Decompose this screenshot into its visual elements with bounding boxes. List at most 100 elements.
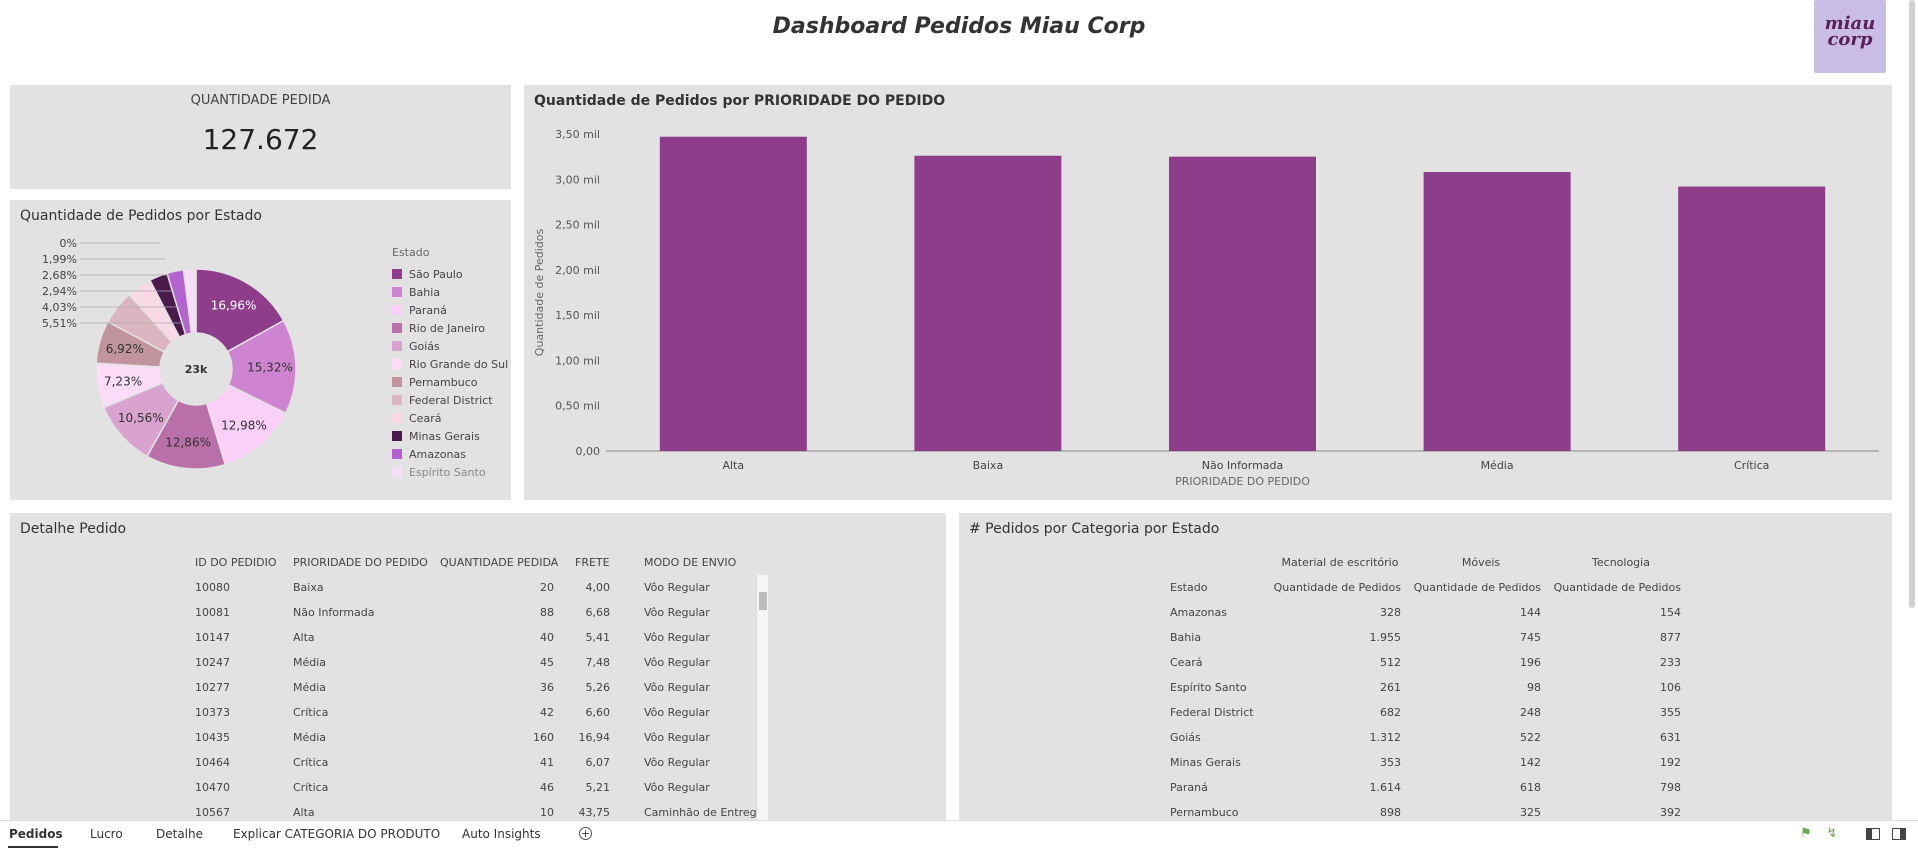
donut-slice-label: 7,23% [104, 374, 142, 388]
categoria-group-header[interactable]: Móveis [1461, 556, 1501, 569]
legend-item[interactable]: Ceará [392, 409, 508, 427]
detalhe-column-header[interactable]: PRIORIDADE DO PEDIDO [293, 556, 428, 569]
legend-item[interactable]: Federal District [392, 391, 508, 409]
tab-explicar-categoria[interactable]: Explicar CATEGORIA DO PRODUTO [233, 827, 441, 841]
detalhe-cell: 10464 [195, 756, 230, 769]
layout-left-icon[interactable] [1866, 828, 1880, 840]
legend-item[interactable]: Amazonas [392, 445, 508, 463]
categoria-group-header[interactable]: Material de escritório [1281, 556, 1399, 569]
tab-pedidos[interactable]: Pedidos [9, 827, 63, 841]
categoria-group-header[interactable]: Tecnologia [1592, 556, 1650, 569]
legend-item[interactable]: Rio Grande do Sul [392, 355, 508, 373]
donut-legend: Estado São Paulo Bahia Paraná Rio de Janeir… [392, 246, 508, 481]
page-scrollbar[interactable] [1909, 0, 1915, 608]
donut-slice[interactable] [226, 319, 297, 415]
detalhe-cell: 10247 [195, 656, 230, 669]
tab-auto-insights[interactable]: Auto Insights [462, 827, 541, 841]
detalhe-column-header[interactable]: QUANTIDADE PEDIDA [440, 556, 559, 569]
detalhe-column-header[interactable]: FRETE [575, 556, 610, 569]
legend-item[interactable]: Goiás [392, 337, 508, 355]
x-tick-label: Alta [722, 459, 744, 472]
categoria-value-cell: 98 [1527, 681, 1541, 694]
pin-icon[interactable]: ⚑ [1800, 826, 1812, 841]
categoria-panel[interactable]: # Pedidos por Categoria por Estado Mater… [959, 513, 1892, 820]
donut-slice[interactable] [195, 268, 285, 353]
categoria-row-header[interactable]: Estado [1170, 581, 1208, 594]
donut-panel[interactable]: Quantidade de Pedidos por Estado 16,96% 1… [10, 200, 511, 500]
legend-label: Federal District [409, 393, 493, 407]
legend-label: Rio de Janeiro [409, 321, 485, 335]
categoria-value-cell: 745 [1520, 631, 1541, 644]
detalhe-table: ID DO PEDIDIO PRIORIDADE DO PEDIDO QUANTID… [10, 513, 946, 820]
detalhe-cell: Vôo Regular [644, 681, 710, 694]
legend-item[interactable]: Rio de Janeiro [392, 319, 508, 337]
detalhe-cell: Média [293, 731, 327, 744]
y-axis-label: Quantidade de Pedidos [533, 229, 546, 357]
categoria-state-cell: Federal District [1170, 706, 1254, 719]
legend-label: São Paulo [409, 267, 463, 281]
categoria-measure-header[interactable]: Quantidade de Pedidos [1273, 581, 1401, 594]
detalhe-cell: 160 [533, 731, 554, 744]
kpi-panel[interactable]: QUANTIDADE PEDIDA 127.672 [10, 85, 511, 189]
legend-item[interactable]: Bahia [392, 283, 508, 301]
categoria-value-cell: 192 [1660, 756, 1681, 769]
legend-swatch [392, 269, 402, 279]
detalhe-cell: Vôo Regular [644, 706, 710, 719]
categoria-measure-header[interactable]: Quantidade de Pedidos [1553, 581, 1681, 594]
donut-slice[interactable] [182, 268, 197, 335]
detalhe-cell: 42 [540, 706, 554, 719]
categoria-value-cell: 142 [1520, 756, 1541, 769]
detalhe-cell: Vôo Regular [644, 606, 710, 619]
tab-detalhe[interactable]: Detalhe [156, 827, 204, 841]
categoria-state-cell: Goiás [1170, 731, 1201, 744]
kpi-value: 127.672 [202, 123, 319, 156]
detalhe-cell: 88 [540, 606, 554, 619]
detalhe-cell: 10567 [195, 806, 230, 819]
detalhe-cell: 6,60 [585, 706, 611, 719]
bar[interactable] [1678, 186, 1826, 451]
detalhe-scrollbar[interactable] [756, 575, 768, 820]
logo: miau corp [1814, 0, 1886, 73]
legend-label: Rio Grande do Sul [409, 357, 509, 371]
legend-item[interactable]: Paraná [392, 301, 508, 319]
legend-item[interactable]: Espírito Santo [392, 463, 508, 481]
bar-panel[interactable]: Quantidade de Pedidos por PRIORIDADE DO … [524, 85, 1892, 500]
detalhe-column-header[interactable]: MODO DE ENVIO [644, 556, 737, 569]
bar[interactable] [659, 136, 807, 451]
detalhe-cell: 45 [540, 656, 554, 669]
donut-outside-label: 2,94% [42, 285, 77, 298]
lightning-icon[interactable]: ↯ [1826, 826, 1838, 841]
bar[interactable] [1423, 172, 1571, 451]
y-tick-label: 1,00 mil [555, 354, 600, 367]
add-tab-icon[interactable]: + [579, 827, 592, 840]
legend-label: Pernambuco [409, 375, 478, 389]
detalhe-cell: 16,94 [578, 731, 611, 744]
categoria-value-cell: 1.955 [1369, 631, 1402, 644]
donut-outside-label: 1,99% [42, 253, 77, 266]
bar[interactable] [1169, 156, 1316, 451]
bar-chart[interactable]: 0,00 0,50 mil 1,00 mil 1,50 mil 2,00 mil 2,50… [524, 115, 1892, 500]
detalhe-column-header[interactable]: ID DO PEDIDIO [195, 556, 277, 569]
tab-lucro[interactable]: Lucro [90, 827, 123, 841]
donut-chart[interactable]: 16,96% 15,32% 12,98% 12,86%10,56% 7,23% 6,92%… [10, 230, 380, 500]
legend-item[interactable]: Pernambuco [392, 373, 508, 391]
detalhe-panel[interactable]: Detalhe Pedido ID DO PEDIDIO PRIORIDADE D… [10, 513, 946, 820]
legend-swatch [392, 431, 402, 441]
bar[interactable] [914, 155, 1062, 451]
categoria-measure-header[interactable]: Quantidade de Pedidos [1413, 581, 1541, 594]
legend-item[interactable]: Minas Gerais [392, 427, 508, 445]
legend-label: Ceará [409, 411, 442, 425]
detalhe-scroll-thumb[interactable] [759, 592, 767, 610]
categoria-value-cell: 898 [1380, 806, 1401, 819]
categoria-value-cell: 522 [1520, 731, 1541, 744]
donut-outside-label: 5,51% [42, 317, 77, 330]
categoria-state-cell: Amazonas [1170, 606, 1227, 619]
donut-slice-label: 10,56% [118, 411, 164, 425]
detalhe-cell: Crítica [293, 706, 329, 719]
categoria-value-cell: 877 [1660, 631, 1681, 644]
legend-label: Goiás [409, 339, 440, 353]
y-tick-label: 2,00 mil [555, 264, 600, 277]
layout-right-icon[interactable] [1892, 828, 1906, 840]
legend-item[interactable]: São Paulo [392, 265, 508, 283]
categoria-value-cell: 106 [1660, 681, 1681, 694]
